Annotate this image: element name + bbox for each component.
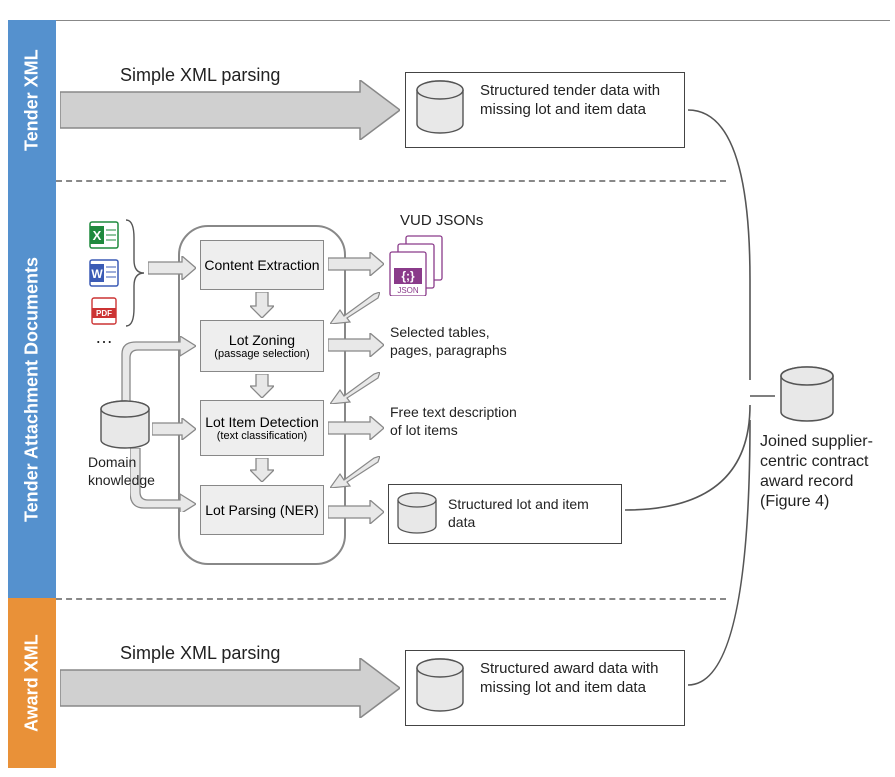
- db-lot-icon: [396, 492, 438, 536]
- step-content-extraction: Content Extraction: [200, 240, 324, 290]
- db-domain-knowledge-icon: [98, 400, 152, 452]
- step-lot-item-detection: Lot Item Detection (text classification): [200, 400, 324, 456]
- lane-tender-xml: Tender XML: [8, 20, 56, 180]
- zoning-output-text: Selected tables, pages, paragraphs: [390, 324, 510, 359]
- pdf-icon: PDF: [88, 296, 120, 326]
- excel-icon: X: [88, 220, 120, 250]
- arrow-detect-to-parse: [250, 458, 274, 482]
- arrow-detect-out: [328, 416, 384, 440]
- svg-text:{;}: {;}: [401, 269, 415, 283]
- step-lot-parsing: Lot Parsing (NER): [200, 485, 324, 535]
- lane-attachments: Tender Attachment Documents: [8, 180, 56, 598]
- output-lot-text: Structured lot and item data: [448, 496, 608, 531]
- arrow-zoning-out: [328, 333, 384, 357]
- lane-attachments-label: Tender Attachment Documents: [22, 256, 43, 521]
- ellipsis-icon: …: [95, 326, 113, 349]
- arrow-freetext-to-parse: [330, 456, 380, 488]
- arrow-input-to-content: [148, 256, 196, 280]
- step-lot-item-detection-sub: (text classification): [217, 430, 307, 442]
- big-arrow-bottom: [60, 658, 400, 718]
- word-icon: W: [88, 258, 120, 288]
- svg-text:PDF: PDF: [96, 309, 112, 318]
- lane-tender-xml-label: Tender XML: [22, 49, 43, 151]
- arrow-vud-to-zoning: [330, 292, 380, 324]
- db-joined-icon: [778, 366, 836, 424]
- step-content-extraction-label: Content Extraction: [204, 257, 319, 273]
- svg-text:W: W: [91, 267, 103, 281]
- step-lot-item-detection-label: Lot Item Detection: [205, 414, 319, 430]
- lane-award-xml-label: Award XML: [22, 634, 43, 732]
- big-arrow-bottom-label: Simple XML parsing: [120, 643, 280, 664]
- svg-text:X: X: [93, 228, 102, 243]
- big-arrow-top-label: Simple XML parsing: [120, 65, 280, 86]
- vud-jsons-label: VUD JSONs: [400, 212, 483, 231]
- arrow-content-to-vud: [328, 252, 384, 276]
- arrow-parse-out: [328, 500, 384, 524]
- svg-text:JSON: JSON: [397, 286, 419, 295]
- db-tender-icon: [415, 80, 465, 136]
- top-rule: [56, 20, 890, 21]
- arrow-content-to-zoning: [250, 292, 274, 318]
- diagram-canvas: Tender XML Tender Attachment Documents A…: [0, 0, 895, 777]
- arrow-tables-to-detect: [330, 372, 380, 404]
- big-arrow-top: [60, 80, 400, 140]
- lane-award-xml: Award XML: [8, 598, 56, 768]
- step-lot-zoning-label: Lot Zoning: [229, 332, 295, 348]
- step-lot-parsing-label: Lot Parsing (NER): [205, 502, 319, 518]
- detect-output-text: Free text description of lot items: [390, 404, 520, 439]
- arrow-zoning-to-detect: [250, 374, 274, 398]
- output-joined-text: Joined supplier-centric contract award r…: [760, 432, 888, 512]
- db-award-icon: [415, 658, 465, 714]
- merge-connectors: [620, 100, 780, 690]
- step-lot-zoning: Lot Zoning (passage selection): [200, 320, 324, 372]
- step-lot-zoning-sub: (passage selection): [214, 348, 309, 360]
- input-brace-icon: [124, 218, 146, 328]
- json-files-icon: {;} JSON: [388, 234, 458, 296]
- domain-knowledge-label: Domain knowledge: [88, 454, 178, 489]
